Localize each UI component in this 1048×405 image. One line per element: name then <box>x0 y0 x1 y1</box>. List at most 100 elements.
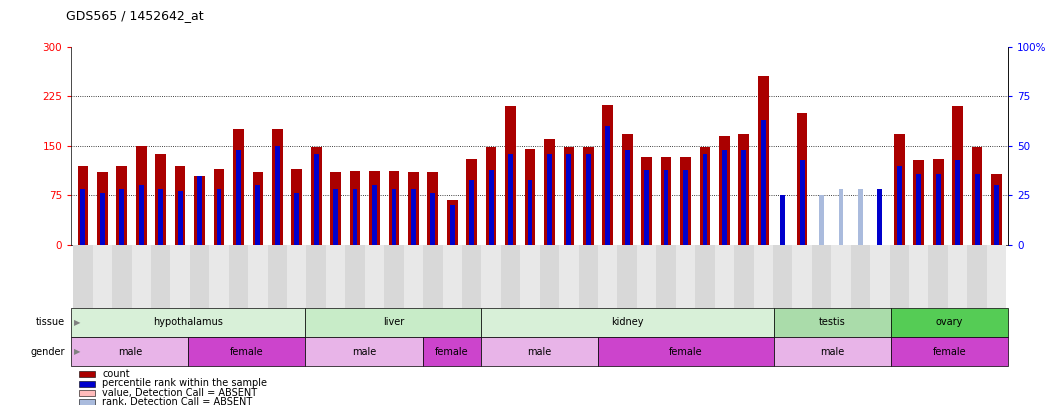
Bar <box>71 308 305 337</box>
Bar <box>97 172 108 245</box>
Bar <box>567 154 571 245</box>
Bar <box>431 194 435 245</box>
Bar <box>773 337 891 366</box>
Bar <box>971 147 982 245</box>
Bar <box>112 245 131 308</box>
Bar <box>79 381 94 387</box>
Bar <box>392 190 396 245</box>
Bar <box>617 245 637 308</box>
Bar <box>446 200 458 245</box>
Bar <box>73 245 92 308</box>
Bar <box>877 190 882 245</box>
Bar <box>481 337 598 366</box>
Bar <box>450 205 455 245</box>
Bar <box>851 245 870 308</box>
Bar <box>389 171 399 245</box>
Text: male: male <box>352 347 376 356</box>
Bar <box>151 245 171 308</box>
Bar <box>481 245 501 308</box>
Bar <box>131 245 151 308</box>
Text: ovary: ovary <box>936 318 963 327</box>
Bar <box>423 245 442 308</box>
Bar <box>773 308 891 337</box>
Bar <box>267 245 287 308</box>
Bar <box>217 190 221 245</box>
Bar <box>138 185 144 245</box>
Text: percentile rank within the sample: percentile rank within the sample <box>102 378 267 388</box>
Bar <box>660 157 672 245</box>
Bar <box>700 147 711 245</box>
Bar <box>313 154 319 245</box>
Bar <box>761 120 766 245</box>
Bar <box>470 179 474 245</box>
Bar <box>800 160 805 245</box>
Text: kidney: kidney <box>611 318 643 327</box>
Bar <box>991 174 1002 245</box>
Bar <box>838 190 844 245</box>
Bar <box>79 371 94 377</box>
Bar <box>676 245 695 308</box>
Bar <box>291 169 302 245</box>
Text: tissue: tissue <box>36 318 65 327</box>
Bar <box>606 126 610 245</box>
Bar <box>305 308 481 337</box>
Bar <box>754 245 773 308</box>
Bar <box>330 172 341 245</box>
Bar <box>540 245 560 308</box>
Bar <box>955 160 960 245</box>
Text: value, Detection Call = ABSENT: value, Detection Call = ABSENT <box>102 388 257 398</box>
Bar <box>233 129 244 245</box>
Bar <box>372 185 377 245</box>
Bar <box>987 245 1006 308</box>
Bar <box>894 134 904 245</box>
Bar <box>773 245 792 308</box>
Bar <box>306 245 326 308</box>
Bar <box>403 245 423 308</box>
Bar <box>560 245 578 308</box>
Bar <box>741 150 746 245</box>
Bar <box>683 170 687 245</box>
Bar <box>544 139 554 245</box>
Bar <box>525 149 536 245</box>
Bar <box>508 154 512 245</box>
Bar <box>734 245 754 308</box>
Bar <box>680 157 691 245</box>
Bar <box>214 169 224 245</box>
Bar <box>936 174 941 245</box>
Bar <box>656 245 676 308</box>
Bar <box>369 171 379 245</box>
Bar <box>739 134 749 245</box>
Bar <box>71 337 189 366</box>
Bar <box>929 245 948 308</box>
Bar <box>411 190 416 245</box>
Bar <box>781 196 785 245</box>
Bar <box>975 174 980 245</box>
Bar <box>641 157 652 245</box>
Bar <box>603 105 613 245</box>
Bar <box>253 172 263 245</box>
Bar <box>967 245 987 308</box>
Bar <box>621 134 633 245</box>
Bar <box>236 150 241 245</box>
Bar <box>891 308 1008 337</box>
Bar <box>578 245 598 308</box>
Bar <box>564 147 574 245</box>
Text: female: female <box>933 347 966 356</box>
Bar <box>305 337 422 366</box>
Bar <box>586 154 591 245</box>
Bar <box>78 166 88 245</box>
Bar <box>547 154 552 245</box>
Text: male: male <box>821 347 845 356</box>
Bar <box>385 245 403 308</box>
Bar <box>948 245 967 308</box>
Text: female: female <box>231 347 264 356</box>
Bar <box>116 166 127 245</box>
Bar <box>916 174 921 245</box>
Bar <box>466 159 477 245</box>
Bar <box>719 136 729 245</box>
Text: ▶: ▶ <box>74 347 81 356</box>
Bar <box>350 171 361 245</box>
Bar <box>625 150 630 245</box>
Bar <box>527 179 532 245</box>
Text: male: male <box>117 347 141 356</box>
